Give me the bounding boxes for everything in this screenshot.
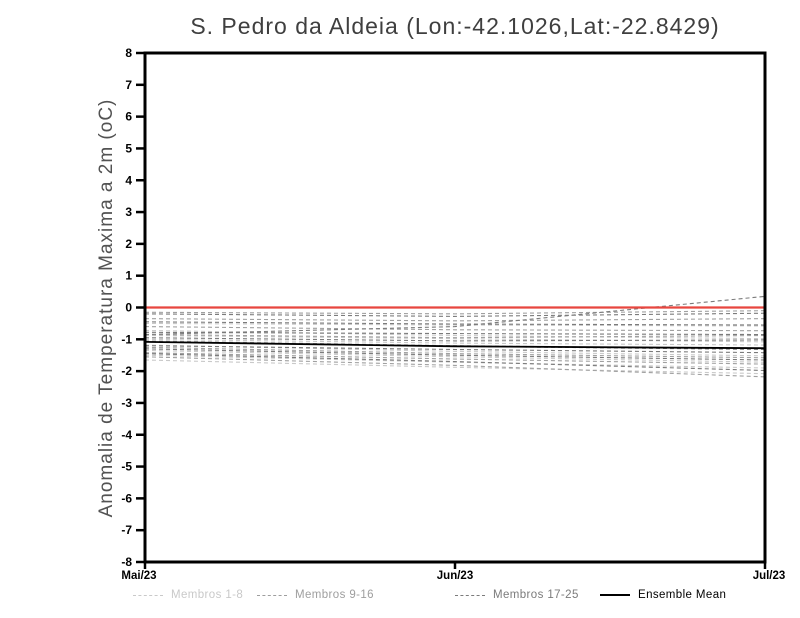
series-membro-23 [144,345,766,354]
series-membro-20 [144,331,766,336]
legend-item-membros-1-8: Membros 1-8 [133,589,243,601]
series-membro-3 [144,338,766,346]
legend-item-membros-17-25: Membros 17-25 [455,589,579,601]
legend-item-membros-9-16: Membros 9-16 [257,589,374,601]
series-membro-5 [144,349,766,363]
series-membro-2 [144,329,766,340]
series-ensemble-mean [144,340,766,350]
y-tick-label: 3 [125,205,132,219]
series-membro-15 [144,352,766,365]
series-membro-12 [144,333,766,339]
dashed-line-sample-icon [133,594,163,596]
legend-label: Ensemble Mean [638,589,727,601]
legend-item-ensemble-mean: Ensemble Mean [600,589,726,601]
dashed-line-sample-icon [455,594,485,596]
y-tick-label: 1 [125,269,132,283]
y-tick-label: -3 [121,396,132,410]
axis-frame [143,51,767,564]
y-tick-label: -2 [121,364,132,378]
series-membro-21 [144,337,766,342]
series-membro-24 [144,348,766,361]
series-membro-14 [144,346,766,359]
legend: Membros 1-8 Membros 9-16 Membros 17-25 E… [0,589,800,609]
y-tick-label: 5 [125,141,132,155]
y-tick-label: -8 [121,555,132,569]
series-membro-18 [144,321,766,326]
legend-label: Membros 9-16 [295,589,374,601]
y-tick-label: 0 [125,301,132,315]
series-membro-6 [144,354,766,369]
series-membro-19 [144,295,766,336]
y-tick-label: 7 [125,78,132,92]
dashed-line-sample-icon [257,594,287,596]
y-tick-label: -4 [121,428,132,442]
y-tick-label: -7 [121,523,132,537]
series-membro-25 [144,353,766,372]
y-tick-label: 2 [125,237,132,251]
x-tick-label: Jul/23 [753,570,786,582]
y-axis-label: Anomalia de Temperatura Maxima a 2m (oC) [96,98,117,518]
chart-title: S. Pedro da Aldeia (Lon:-42.1026,Lat:-22… [190,13,720,39]
series-membro-7 [144,359,766,375]
x-tick-label: Mai/23 [121,570,156,582]
series-membro-10 [144,318,766,322]
series-membro-16 [144,356,766,378]
y-tick-label: -1 [121,332,132,346]
y-tick-label: -5 [121,460,132,474]
y-tick-label: -6 [121,491,132,505]
y-tick-label: 6 [125,110,132,124]
y-tick-label: 4 [125,173,132,187]
x-tick-label: Jun/23 [437,570,473,582]
legend-label: Membros 1-8 [171,589,244,601]
series-membro-11 [144,326,766,332]
series-membro-17 [144,312,766,317]
series-membro-1 [144,322,766,327]
solid-line-sample-icon [600,594,630,596]
legend-label: Membros 17-25 [493,589,579,601]
series-membro-8 [144,334,766,343]
series-membro-9 [144,310,766,315]
series-membro-4 [144,344,766,357]
y-tick-label: 8 [125,46,132,60]
